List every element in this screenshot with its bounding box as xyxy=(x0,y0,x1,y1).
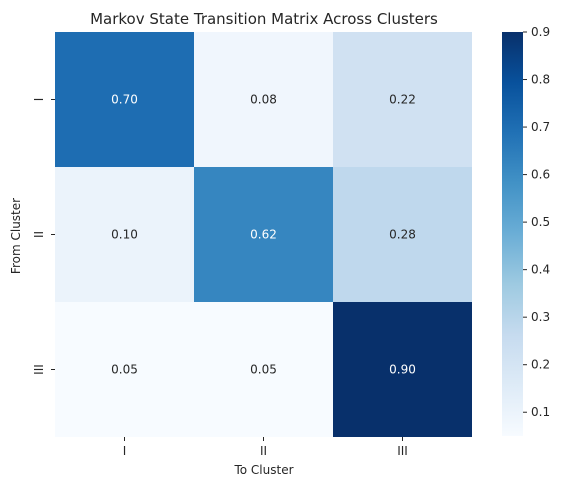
y-axis-label: From Cluster xyxy=(9,198,23,274)
heatmap-cell xyxy=(194,167,333,302)
x-tick-label: II xyxy=(260,444,267,458)
heatmap-cell xyxy=(55,167,194,302)
chart-title: Markov State Transition Matrix Across Cl… xyxy=(90,10,438,28)
y-tick-label: II xyxy=(32,231,46,238)
x-axis-label: To Cluster xyxy=(233,463,293,477)
heatmap-cell xyxy=(194,302,333,437)
x-tick-label: III xyxy=(397,444,408,458)
colorbar xyxy=(502,32,523,436)
colorbar-tick-label: 0.3 xyxy=(531,310,550,324)
colorbar-tick-label: 0.2 xyxy=(531,358,550,372)
heatmap-cell xyxy=(333,32,472,167)
heatmap-cell xyxy=(55,32,194,167)
cell-value-label: 0.70 xyxy=(111,93,138,107)
heatmap-cells xyxy=(55,32,472,437)
cell-value-label: 0.05 xyxy=(250,363,277,377)
cell-value-label: 0.22 xyxy=(389,93,416,107)
y-tick-label: III xyxy=(32,364,46,375)
heatmap-cell xyxy=(194,32,333,167)
colorbar-ticks: 0.1 0.2 0.3 0.4 0.5 0.6 0.7 0.8 0.9 xyxy=(523,25,550,419)
x-axis-ticks: I II III xyxy=(123,437,408,458)
colorbar-tick-label: 0.4 xyxy=(531,263,550,277)
heatmap-cell xyxy=(55,302,194,437)
y-tick-label: I xyxy=(32,98,46,102)
cell-value-label: 0.62 xyxy=(250,228,277,242)
cell-value-label: 0.90 xyxy=(389,363,416,377)
heatmap-cell-labels: 0.70 0.08 0.22 0.10 0.62 0.28 0.05 0.05 0.90 xyxy=(111,93,416,377)
cell-value-label: 0.10 xyxy=(111,228,138,242)
colorbar-tick-label: 0.9 xyxy=(531,25,550,39)
cell-value-label: 0.05 xyxy=(111,363,138,377)
x-tick-label: I xyxy=(123,444,127,458)
colorbar-tick-label: 0.8 xyxy=(531,73,550,87)
colorbar-tick-label: 0.1 xyxy=(531,405,550,419)
cell-value-label: 0.28 xyxy=(389,228,416,242)
cell-value-label: 0.08 xyxy=(250,93,277,107)
heatmap-cell xyxy=(333,167,472,302)
heatmap-cell xyxy=(333,302,472,437)
colorbar-tick-label: 0.5 xyxy=(531,215,550,229)
colorbar-tick-label: 0.6 xyxy=(531,168,550,182)
colorbar-tick-label: 0.7 xyxy=(531,120,550,134)
